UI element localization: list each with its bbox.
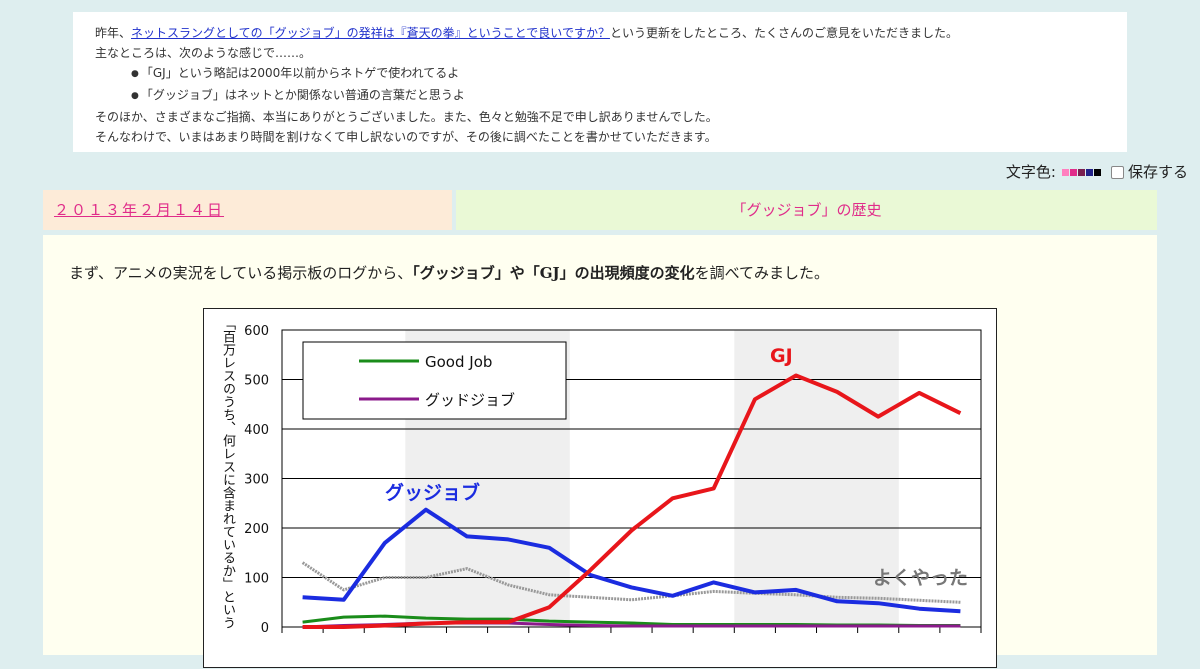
text-color-toolbar: 文字色: 保存する bbox=[1006, 162, 1188, 182]
y-tick-label: 0 bbox=[261, 621, 269, 636]
notice-text: 昨年、 bbox=[95, 26, 132, 40]
notice-bullet: 「GJ」という略記は2000年以前からネトゲで使われてるよ bbox=[131, 63, 1105, 85]
swatch-magenta[interactable] bbox=[1069, 168, 1077, 176]
series-annotation: GJ bbox=[770, 345, 793, 367]
notice-box: 昨年、ネットスラングとしての「グッジョブ」の発祥は『蒼天の拳』ということで良いで… bbox=[73, 12, 1127, 152]
y-tick-label: 200 bbox=[244, 522, 269, 537]
text-color-label: 文字色: bbox=[1005, 163, 1056, 181]
chart-svg: 0 100 200 300 400 500 600 Good Job グッドジョブ GJ グッジョブ… bbox=[244, 324, 982, 636]
swatch-navy[interactable] bbox=[1085, 168, 1093, 176]
legend-label: Good Job bbox=[425, 353, 492, 371]
notice-line-3: そのほか、さまざまなご指摘、本当にありがとうございました。また、色々と勉強不足で… bbox=[95, 110, 718, 124]
post-date-link[interactable]: ２０１３年２月１４日 bbox=[54, 201, 225, 219]
swatch-maroon[interactable] bbox=[1077, 168, 1085, 176]
lead-bold: 「グッジョブ」や「GJ」の出現頻度の変化 bbox=[412, 264, 695, 282]
post-title: 「グッジョブ」の歴史 bbox=[456, 190, 1157, 230]
y-tick-label: 300 bbox=[244, 473, 269, 488]
notice-line-1: 昨年、ネットスラングとしての「グッジョブ」の発祥は『蒼天の拳』ということで良いで… bbox=[95, 23, 1105, 43]
series-annotation: グッジョブ bbox=[385, 481, 480, 504]
lead-text: まず、アニメの実況をしている掲示板のログから、 bbox=[69, 264, 413, 282]
frequency-chart: 「百万レスのうち、何レスに含まれているか」という 0 100 200 300 400 50… bbox=[203, 308, 997, 668]
y-tick-label: 600 bbox=[244, 324, 269, 339]
previous-post-link[interactable]: ネットスラングとしての「グッジョブ」の発祥は『蒼天の拳』ということで良いですか？ bbox=[131, 26, 610, 40]
y-tick-label: 400 bbox=[244, 423, 269, 438]
lead-text: を調べてみました。 bbox=[694, 264, 830, 282]
series-line bbox=[302, 373, 962, 629]
y-tick-label: 500 bbox=[244, 374, 269, 389]
y-tick-label: 100 bbox=[244, 572, 269, 587]
legend-box bbox=[302, 341, 567, 420]
legend-label: グッドジョブ bbox=[425, 391, 515, 409]
save-label[interactable]: 保存する bbox=[1127, 163, 1188, 181]
swatch-black[interactable] bbox=[1093, 168, 1101, 176]
save-checkbox[interactable] bbox=[1110, 165, 1124, 179]
notice-bullet: 「グッジョブ」はネットとか関係ない普通の言葉だと思うよ bbox=[131, 85, 1105, 107]
post-body: まず、アニメの実況をしている掲示板のログから、「グッジョブ」や「GJ」の出現頻度… bbox=[43, 235, 1157, 668]
color-swatches bbox=[1061, 168, 1101, 176]
post-date-bar: ２０１３年２月１４日 bbox=[43, 190, 452, 230]
series-annotation: よくやった bbox=[873, 567, 968, 589]
notice-line-2: 主なところは、次のような感じで……。 bbox=[95, 46, 312, 60]
series-line bbox=[302, 507, 961, 614]
notice-line-4: そんなわけで、いまはあまり時間を割けなくて申し訳ないのですが、その後に調べたこと… bbox=[95, 130, 717, 144]
chart-ylabel: 「百万レスのうち、何レスに含まれているか」という bbox=[220, 317, 235, 629]
series-line bbox=[301, 561, 961, 604]
swatch-pink[interactable] bbox=[1061, 168, 1069, 176]
notice-bullets: 「GJ」という略記は2000年以前からネトゲで使われてるよ 「グッジョブ」はネッ… bbox=[95, 63, 1105, 107]
post-lead: まず、アニメの実況をしている掲示板のログから、「グッジョブ」や「GJ」の出現頻度… bbox=[69, 262, 829, 284]
notice-text: という更新をしたところ、たくさんのご意見をいただきました。 bbox=[609, 26, 958, 40]
